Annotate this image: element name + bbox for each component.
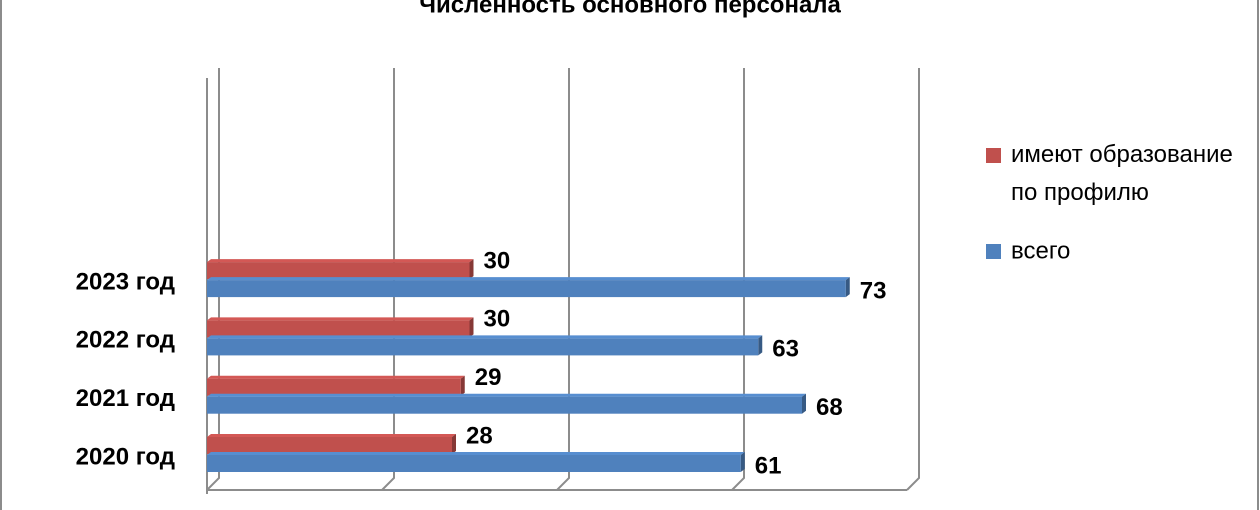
bar bbox=[207, 335, 763, 356]
bar-end bbox=[452, 434, 456, 454]
bar-face bbox=[207, 396, 802, 414]
bar-face bbox=[207, 262, 470, 280]
legend-label: имеют образование по профилю bbox=[1011, 141, 1233, 206]
data-label: 63 bbox=[772, 336, 799, 363]
grid-line bbox=[381, 68, 395, 491]
bar bbox=[207, 277, 850, 298]
legend-label: всего bbox=[1011, 237, 1070, 264]
bar-end bbox=[740, 452, 745, 472]
data-label: 61 bbox=[755, 452, 782, 479]
grid-line bbox=[906, 68, 920, 491]
bar-face bbox=[207, 437, 452, 454]
grid-line bbox=[206, 68, 220, 491]
bar bbox=[207, 259, 474, 280]
data-label: 73 bbox=[860, 277, 887, 304]
bar-face bbox=[207, 280, 846, 298]
bar bbox=[207, 375, 465, 396]
data-label: 68 bbox=[816, 394, 843, 421]
y-tick-label: 2023 год bbox=[76, 268, 175, 295]
grid-line bbox=[731, 68, 745, 491]
bar-top bbox=[207, 452, 745, 455]
bar-top bbox=[207, 335, 763, 339]
bar-top bbox=[207, 393, 806, 397]
data-label: 30 bbox=[484, 306, 511, 333]
y-tick-label: 2022 год bbox=[76, 327, 175, 354]
bar-top bbox=[207, 434, 456, 437]
bar-end bbox=[758, 335, 763, 356]
chart-title: Численность основного персонала bbox=[419, 0, 841, 18]
bar bbox=[207, 393, 806, 414]
grid-line bbox=[556, 68, 570, 491]
bar-face bbox=[207, 378, 461, 396]
bar-face bbox=[207, 320, 470, 338]
bar-top bbox=[207, 277, 850, 281]
legend: имеют образование по профилю всего bbox=[986, 141, 1233, 264]
legend-swatch bbox=[986, 148, 1001, 163]
bar-face bbox=[207, 455, 741, 472]
bar-top bbox=[207, 317, 474, 321]
bar-top bbox=[207, 259, 474, 263]
bar-end bbox=[469, 317, 474, 338]
bar-face bbox=[207, 338, 759, 356]
bar bbox=[207, 317, 474, 338]
bar-end bbox=[469, 259, 474, 280]
bar-end bbox=[460, 375, 465, 396]
data-label: 29 bbox=[475, 364, 502, 391]
plot-area: 2020 год 28 61 2021 год 29 68 2022 год 30 63 2023… bbox=[76, 68, 920, 494]
data-label: 28 bbox=[466, 422, 493, 449]
y-tick-label: 2020 год bbox=[76, 443, 175, 470]
bar bbox=[207, 452, 745, 472]
bar-end bbox=[845, 277, 850, 298]
legend-swatch bbox=[986, 244, 1001, 259]
data-label: 30 bbox=[484, 247, 511, 274]
y-tick-label: 2021 год bbox=[76, 385, 175, 412]
bar-top bbox=[207, 375, 465, 379]
bar-end bbox=[802, 393, 806, 414]
bar bbox=[207, 434, 456, 454]
